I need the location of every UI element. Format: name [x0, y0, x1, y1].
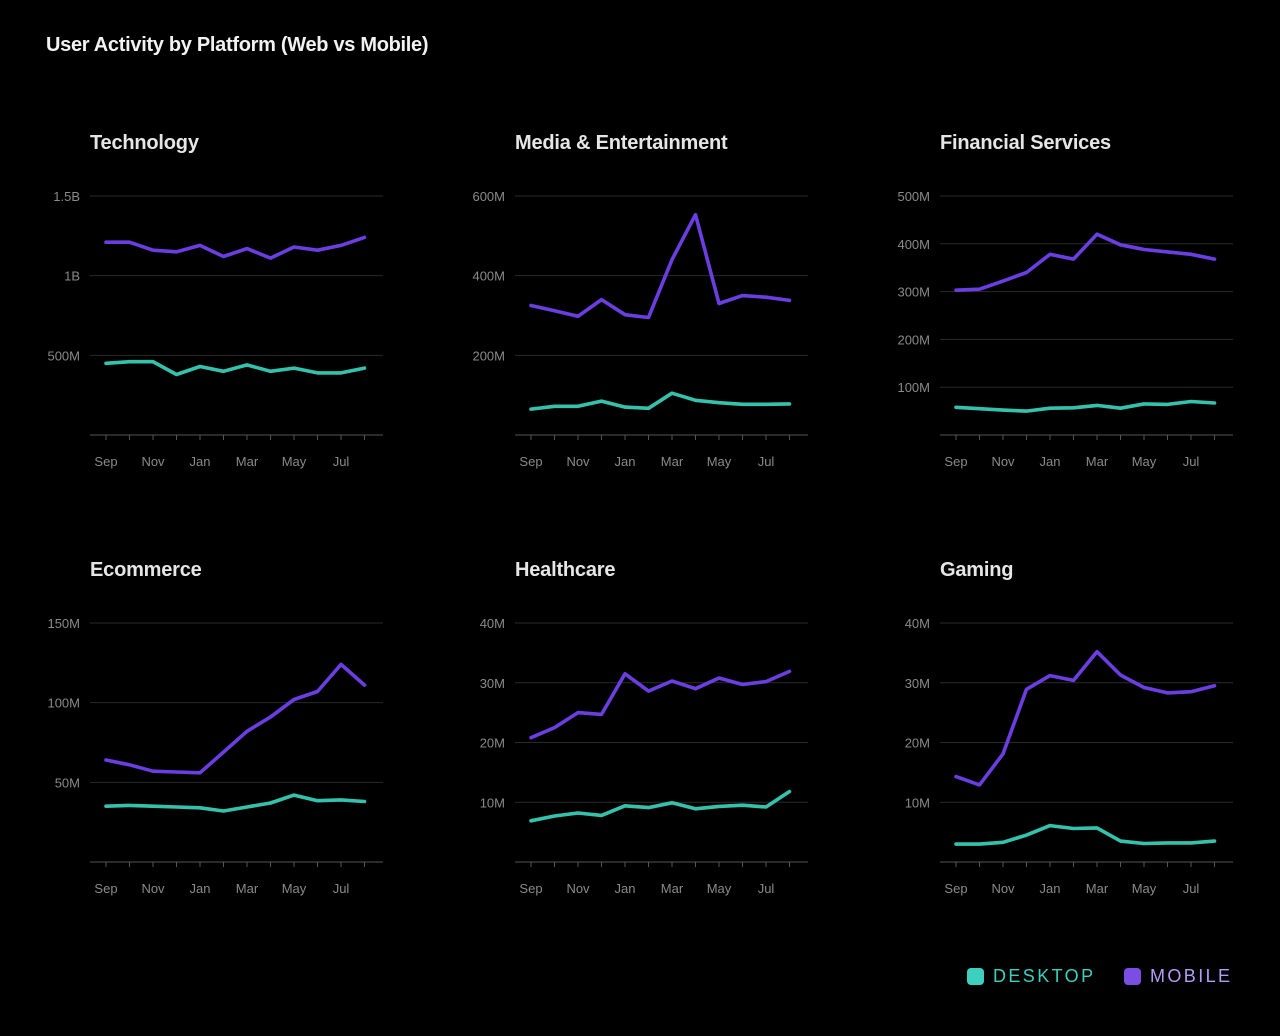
series-line-mobile	[529, 212, 792, 320]
panel-title-gaming: Gaming	[940, 559, 1014, 581]
legend-desktop[interactable]: DESKTOP	[967, 964, 1096, 988]
y-tick-label: 100M	[897, 380, 930, 395]
legend-desktop-label: DESKTOP	[993, 965, 1096, 986]
y-tick-label: 20M	[905, 736, 930, 751]
y-tick-label: 500M	[897, 189, 930, 204]
y-tick-label: 500M	[47, 348, 80, 363]
x-tick-label: Mar	[1086, 881, 1109, 896]
x-tick-label: May	[1132, 881, 1157, 896]
series-line-desktop	[529, 789, 792, 823]
x-tick-label: Jan	[190, 881, 211, 896]
y-tick-label: 400M	[897, 237, 930, 252]
x-tick-label: May	[1132, 454, 1157, 469]
x-tick-label: Jul	[1183, 454, 1200, 469]
y-tick-label: 30M	[905, 676, 930, 691]
x-tick-label: Jul	[333, 454, 350, 469]
y-tick-label: 600M	[472, 189, 505, 204]
x-tick-label: May	[282, 454, 307, 469]
series-line-mobile	[529, 669, 792, 740]
series-line-mobile	[954, 232, 1217, 293]
x-tick-label: Mar	[236, 881, 259, 896]
y-tick-label: 200M	[897, 332, 930, 347]
x-tick-label: Jul	[758, 454, 775, 469]
x-tick-label: Sep	[519, 881, 542, 896]
x-tick-label: Jan	[615, 454, 636, 469]
x-tick-label: Jan	[615, 881, 636, 896]
x-tick-label: Jul	[1183, 881, 1200, 896]
y-tick-label: 20M	[480, 736, 505, 751]
x-tick-label: Nov	[991, 454, 1015, 469]
y-tick-label: 50M	[55, 775, 80, 790]
x-tick-label: Sep	[94, 881, 117, 896]
page-title: User Activity by Platform (Web vs Mobile…	[46, 34, 429, 56]
y-tick-label: 40M	[480, 616, 505, 631]
y-tick-label: 100M	[47, 696, 80, 711]
x-tick-label: Sep	[519, 454, 542, 469]
panel-title-financial-services: Financial Services	[940, 132, 1111, 154]
series-line-desktop	[104, 793, 367, 813]
y-tick-label: 150M	[47, 616, 80, 631]
legend-mobile-label: MOBILE	[1150, 965, 1233, 986]
y-tick-label: 400M	[472, 269, 505, 284]
series-line-mobile	[104, 235, 367, 260]
y-tick-label: 40M	[905, 616, 930, 631]
y-tick-label: 200M	[472, 348, 505, 363]
series-line-desktop	[954, 399, 1217, 413]
y-tick-label: 10M	[905, 795, 930, 810]
x-tick-label: Nov	[141, 881, 165, 896]
series-line-desktop	[954, 823, 1217, 846]
legend-mobile[interactable]: MOBILE	[1124, 964, 1232, 988]
y-tick-label: 300M	[897, 285, 930, 300]
legend-desktop-swatch	[967, 967, 984, 985]
x-tick-label: Nov	[991, 881, 1015, 896]
y-tick-label: 10M	[480, 795, 505, 810]
x-tick-label: Jul	[758, 881, 775, 896]
x-tick-label: Sep	[944, 881, 967, 896]
x-tick-label: Mar	[1086, 454, 1109, 469]
series-line-mobile	[104, 662, 367, 775]
panel-title-ecommerce: Ecommerce	[90, 559, 202, 581]
y-tick-label: 1.5B	[53, 189, 80, 204]
legend-mobile-swatch	[1124, 967, 1141, 985]
x-tick-label: Mar	[661, 881, 684, 896]
x-tick-label: Nov	[141, 454, 165, 469]
x-tick-label: Sep	[94, 454, 117, 469]
panel-title-healthcare: Healthcare	[515, 559, 616, 581]
x-tick-label: Jul	[333, 881, 350, 896]
y-tick-label: 30M	[480, 676, 505, 691]
x-tick-label: Nov	[566, 881, 590, 896]
x-tick-label: May	[707, 454, 732, 469]
series-line-mobile	[954, 649, 1217, 787]
series-line-desktop	[529, 391, 792, 411]
x-tick-label: Jan	[1040, 454, 1061, 469]
x-tick-label: May	[707, 881, 732, 896]
x-tick-label: Jan	[1040, 881, 1061, 896]
x-tick-label: Mar	[661, 454, 684, 469]
x-tick-label: Sep	[944, 454, 967, 469]
series-line-desktop	[104, 359, 367, 377]
x-tick-label: May	[282, 881, 307, 896]
x-tick-label: Jan	[190, 454, 211, 469]
panel-title-media-entertainment: Media & Entertainment	[515, 132, 728, 154]
x-tick-label: Nov	[566, 454, 590, 469]
panel-title-technology: Technology	[90, 132, 199, 154]
x-tick-label: Mar	[236, 454, 259, 469]
y-tick-label: 1B	[64, 269, 80, 284]
